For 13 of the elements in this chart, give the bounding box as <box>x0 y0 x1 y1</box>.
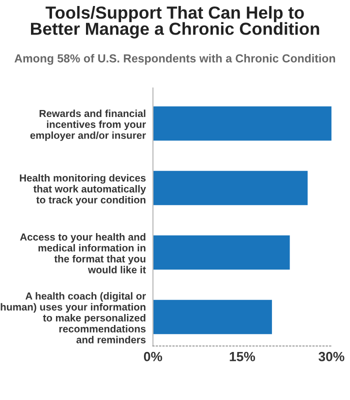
bar <box>152 170 308 206</box>
y-tick-label: Health monitoring devices that work automatically to track your condition <box>20 174 146 206</box>
bar <box>152 106 332 141</box>
y-tick-label: Rewards and financial incentives from your employer and/or insurer <box>30 110 146 141</box>
x-tick-label: 0% <box>144 352 162 362</box>
chart-subtitle: Among 58% of U.S. Respondents with a Chronic Condition <box>14 54 336 65</box>
bar <box>152 235 290 270</box>
bar <box>152 300 272 334</box>
y-tick-label: Access to your health and medical information in the format that you would like it <box>20 233 146 274</box>
y-tick-label: A health coach (digital or human) uses your information to make personalized recommendations and reminders <box>0 292 146 344</box>
x-tick-label: 15% <box>230 352 256 362</box>
chart-title: Tools/Support That Can Help to Better Manage a Chronic Condition <box>31 6 320 38</box>
x-tick-label: 30% <box>318 352 344 362</box>
